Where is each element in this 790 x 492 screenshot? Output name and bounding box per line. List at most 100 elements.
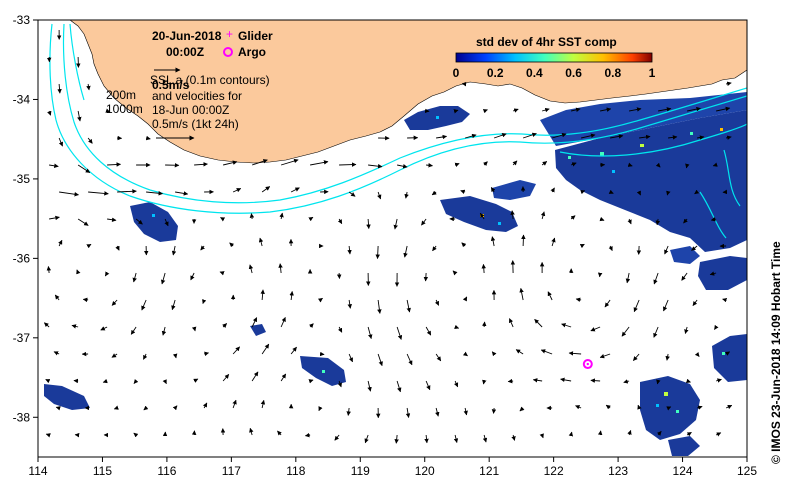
velocity-arrow bbox=[490, 187, 496, 193]
velocity-arrow bbox=[347, 299, 352, 309]
velocity-arrow bbox=[454, 162, 460, 168]
velocity-arrow bbox=[568, 431, 574, 437]
velocity-arrow bbox=[534, 318, 543, 328]
velocity-arrow bbox=[161, 326, 167, 336]
velocity-arrow bbox=[512, 160, 518, 166]
velocity-arrow bbox=[639, 134, 651, 140]
velocity-arrow bbox=[406, 353, 413, 366]
argo-float-center bbox=[586, 362, 589, 366]
velocity-arrow bbox=[132, 272, 137, 283]
velocity-arrow bbox=[539, 433, 544, 439]
velocity-arrow bbox=[143, 405, 149, 411]
argo-legend-symbol bbox=[223, 47, 233, 57]
velocity-arrow bbox=[560, 377, 572, 383]
velocity-arrow bbox=[462, 351, 468, 357]
velocity-arrow bbox=[346, 407, 351, 416]
velocity-arrow bbox=[406, 299, 411, 313]
velocity-arrow bbox=[685, 378, 691, 383]
velocity-arrow bbox=[403, 245, 408, 258]
velocity-arrow bbox=[453, 434, 459, 443]
velocity-arrow bbox=[249, 213, 255, 220]
velocity-arrow bbox=[347, 245, 352, 255]
x-tick-label: 119 bbox=[351, 464, 370, 478]
velocity-arrow bbox=[45, 433, 51, 438]
velocity-arrow bbox=[426, 163, 433, 168]
platform-legend: + Glider Argo bbox=[223, 27, 273, 59]
velocity-arrow bbox=[658, 107, 672, 112]
map-date: 20-Jun-2018 bbox=[152, 29, 222, 43]
velocity-arrow bbox=[54, 294, 60, 301]
velocity-arrow bbox=[435, 407, 440, 417]
velocity-arrow bbox=[655, 162, 661, 168]
velocity-arrow bbox=[308, 323, 314, 329]
velocity-arrow bbox=[88, 191, 109, 196]
velocity-arrow bbox=[633, 299, 640, 313]
velocity-arrow bbox=[289, 291, 294, 301]
velocity-arrow bbox=[290, 187, 300, 193]
velocity-arrow bbox=[115, 245, 120, 251]
x-tick-label: 125 bbox=[737, 464, 757, 478]
velocity-arrow bbox=[171, 245, 177, 256]
colorbar: std dev of 4hr SST comp 0 0.2 0.4 0.6 0.8 1 bbox=[453, 35, 656, 80]
x-tick-label: 124 bbox=[673, 464, 693, 478]
velocity-arrow bbox=[725, 351, 731, 356]
velocity-arrow bbox=[625, 272, 631, 284]
velocity-arrow bbox=[714, 324, 719, 330]
velocity-arrow bbox=[222, 323, 227, 328]
y-tick-label: -34 bbox=[13, 92, 31, 106]
x-tick-label: 120 bbox=[415, 464, 435, 478]
velocity-arrow bbox=[432, 245, 437, 252]
depth-1000-label: 1000m bbox=[106, 102, 143, 116]
velocity-arrow bbox=[726, 81, 732, 86]
velocity-arrow bbox=[722, 297, 728, 303]
velocity-arrow bbox=[49, 163, 59, 169]
velocity-arrow bbox=[191, 326, 197, 332]
velocity-arrow bbox=[684, 326, 689, 334]
velocity-arrow bbox=[452, 270, 458, 276]
velocity-arrow bbox=[232, 346, 240, 355]
velocity-arrow bbox=[632, 353, 640, 361]
velocity-text-3: 0.5m/s (1kt 24h) bbox=[152, 117, 239, 131]
velocity-arrow bbox=[77, 110, 82, 122]
y-tick-label: -38 bbox=[13, 410, 31, 424]
colorbar-title: std dev of 4hr SST comp bbox=[476, 35, 617, 49]
velocity-arrow bbox=[377, 353, 383, 367]
velocity-arrow bbox=[279, 212, 284, 220]
velocity-arrow bbox=[627, 429, 632, 436]
velocity-arrow bbox=[575, 297, 582, 303]
velocity-arrow bbox=[334, 434, 340, 441]
velocity-arrow bbox=[629, 107, 642, 112]
velocity-arrow bbox=[694, 189, 700, 195]
velocity-arrow bbox=[49, 215, 60, 221]
velocity-arrow bbox=[193, 378, 199, 383]
velocity-arrow bbox=[278, 263, 283, 274]
velocity-arrow bbox=[107, 217, 117, 222]
velocity-arrow bbox=[547, 291, 553, 301]
velocity-arrow bbox=[87, 137, 93, 144]
velocity-arrow bbox=[491, 407, 497, 414]
velocity-arrow bbox=[317, 297, 323, 303]
velocity-arrow bbox=[202, 299, 207, 305]
velocity-arrow bbox=[162, 379, 167, 385]
velocity-arrow bbox=[692, 299, 698, 306]
velocity-arrow bbox=[691, 245, 698, 251]
velocity-arrow bbox=[491, 351, 497, 357]
velocity-arrow bbox=[425, 326, 432, 336]
velocity-arrow bbox=[710, 217, 717, 222]
velocity-arrow bbox=[304, 432, 311, 438]
x-tick-label: 122 bbox=[544, 464, 564, 478]
velocity-arrow bbox=[339, 162, 357, 167]
y-tick-label: -33 bbox=[13, 13, 31, 27]
velocity-arrow bbox=[575, 405, 582, 410]
velocity-arrow bbox=[716, 106, 731, 112]
velocity-arrow bbox=[248, 264, 254, 274]
velocity-arrow bbox=[375, 245, 380, 260]
velocity-arrow bbox=[712, 162, 718, 167]
colorbar-gradient bbox=[455, 52, 653, 63]
velocity-arrow bbox=[425, 380, 431, 391]
velocity-arrow bbox=[113, 405, 119, 410]
velocity-arrow bbox=[568, 351, 582, 356]
velocity-arrow bbox=[434, 299, 440, 306]
velocity-arrow bbox=[637, 404, 642, 410]
velocity-arrow bbox=[454, 324, 460, 330]
